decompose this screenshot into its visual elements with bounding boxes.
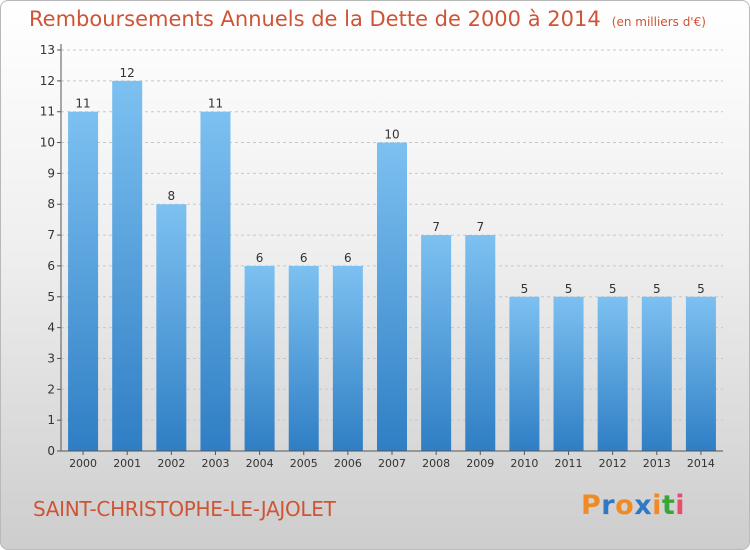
bar bbox=[112, 80, 143, 451]
bar-value-label: 12 bbox=[120, 66, 135, 80]
bar bbox=[332, 265, 363, 451]
x-tick-label: 2012 bbox=[599, 457, 627, 470]
bar bbox=[553, 296, 584, 451]
y-tick-label: 0 bbox=[47, 444, 55, 458]
bar bbox=[421, 235, 452, 451]
bar bbox=[200, 111, 231, 451]
x-tick-label: 2008 bbox=[422, 457, 450, 470]
x-tick-label: 2007 bbox=[378, 457, 406, 470]
bar bbox=[288, 265, 319, 451]
bar-value-label: 10 bbox=[384, 128, 399, 142]
x-tick-label: 2010 bbox=[510, 457, 538, 470]
x-tick-label: 2014 bbox=[687, 457, 715, 470]
x-tick-label: 2001 bbox=[113, 457, 141, 470]
logo-letter: t bbox=[661, 490, 676, 521]
bar-value-label: 7 bbox=[432, 220, 440, 234]
y-tick-label: 7 bbox=[47, 228, 55, 242]
bar-value-label: 6 bbox=[344, 251, 352, 265]
bar bbox=[641, 296, 672, 451]
bar-value-label: 8 bbox=[168, 189, 176, 203]
bar-value-label: 7 bbox=[476, 220, 484, 234]
x-tick-label: 2005 bbox=[290, 457, 318, 470]
y-tick-label: 6 bbox=[47, 259, 55, 273]
city-name: SAINT-CHRISTOPHE-LE-JAJOLET bbox=[33, 497, 336, 521]
x-tick-label: 2000 bbox=[69, 457, 97, 470]
y-tick-label: 13 bbox=[40, 43, 55, 57]
bar bbox=[465, 235, 496, 451]
bar-value-label: 5 bbox=[697, 282, 705, 296]
x-tick-label: 2011 bbox=[555, 457, 583, 470]
x-tick-label: 2003 bbox=[201, 457, 229, 470]
bar bbox=[156, 204, 187, 451]
x-tick-label: 2013 bbox=[643, 457, 671, 470]
bar-value-label: 6 bbox=[300, 251, 308, 265]
bar-value-label: 5 bbox=[653, 282, 661, 296]
y-tick-label: 2 bbox=[47, 382, 55, 396]
bar bbox=[376, 142, 408, 452]
proxiti-logo: Proxiti bbox=[581, 490, 685, 521]
bar bbox=[244, 265, 275, 451]
logo-letter: i bbox=[675, 490, 686, 521]
chart-title: Remboursements Annuels de la Dette de 20… bbox=[29, 7, 706, 31]
y-tick-label: 1 bbox=[47, 413, 55, 427]
bar bbox=[509, 296, 540, 451]
logo-letter: o bbox=[615, 490, 635, 521]
bar bbox=[597, 296, 628, 451]
bar-value-label: 6 bbox=[256, 251, 264, 265]
title-text: Remboursements Annuels de la Dette de 20… bbox=[29, 7, 601, 31]
x-tick-label: 2006 bbox=[334, 457, 362, 470]
bar-value-label: 5 bbox=[609, 282, 617, 296]
logo-letter: x bbox=[634, 490, 653, 521]
bar-value-label: 11 bbox=[208, 97, 223, 111]
logo-letter: r bbox=[601, 490, 616, 521]
x-tick-label: 2004 bbox=[246, 457, 274, 470]
bar-value-label: 5 bbox=[521, 282, 529, 296]
x-tick-label: 2002 bbox=[157, 457, 185, 470]
unit-label: (en milliers d'€) bbox=[611, 15, 706, 29]
bar-value-label: 11 bbox=[75, 97, 90, 111]
y-tick-label: 5 bbox=[47, 290, 55, 304]
bar bbox=[685, 296, 716, 451]
y-tick-label: 11 bbox=[40, 105, 55, 119]
x-tick-label: 2009 bbox=[466, 457, 494, 470]
y-tick-label: 8 bbox=[47, 197, 55, 211]
bar-value-label: 5 bbox=[565, 282, 573, 296]
y-tick-label: 4 bbox=[47, 321, 55, 335]
bar bbox=[68, 111, 99, 451]
y-tick-label: 9 bbox=[47, 166, 55, 180]
y-tick-label: 12 bbox=[40, 74, 55, 88]
y-tick-label: 10 bbox=[40, 136, 55, 150]
y-tick-label: 3 bbox=[47, 351, 55, 365]
logo-letter: P bbox=[581, 490, 602, 521]
logo-letter: i bbox=[652, 490, 662, 521]
